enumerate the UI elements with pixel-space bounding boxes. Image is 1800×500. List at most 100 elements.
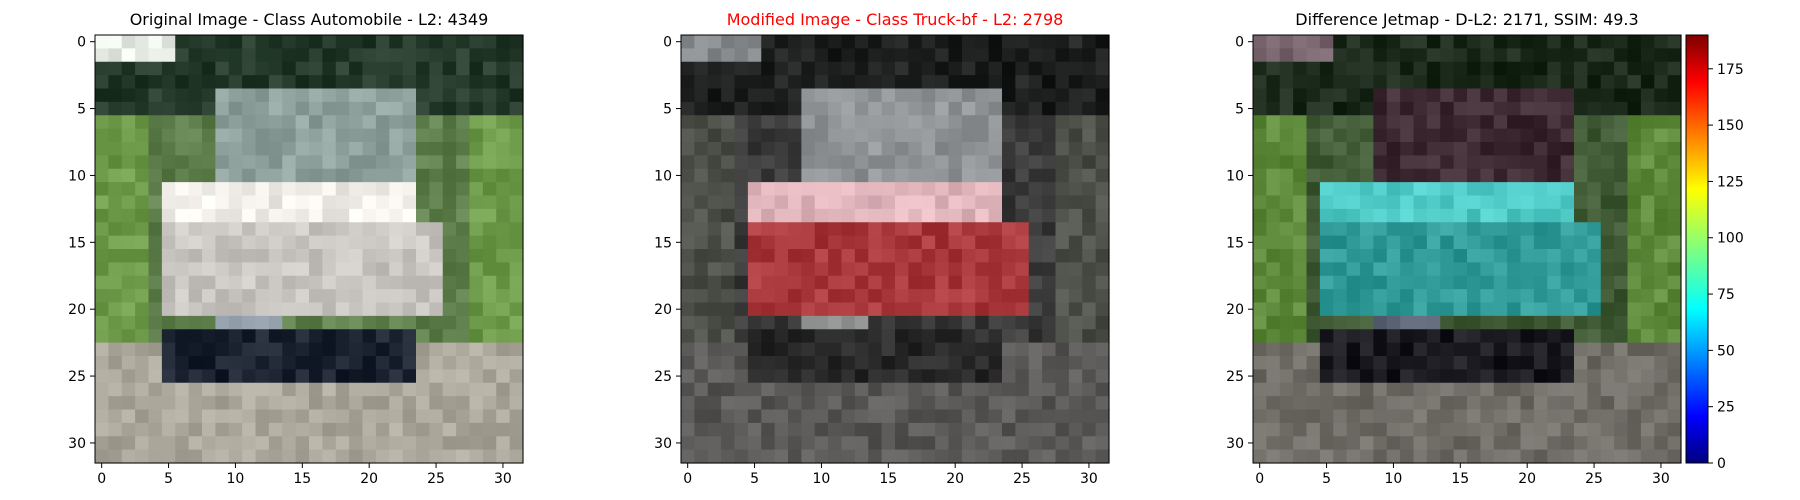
pixel xyxy=(188,356,203,370)
pixel xyxy=(442,128,457,143)
pixel xyxy=(734,101,749,116)
pixel xyxy=(948,449,963,464)
pixel xyxy=(135,342,150,357)
pixel xyxy=(935,249,950,263)
pixel xyxy=(215,289,230,304)
pixel xyxy=(95,369,109,384)
pixel xyxy=(295,142,310,156)
pixel xyxy=(895,48,909,63)
colorbar-tick-label: 100 xyxy=(1717,231,1744,247)
pixel xyxy=(1667,155,1682,170)
pixel xyxy=(961,315,976,330)
pixel xyxy=(255,369,270,384)
pixel xyxy=(309,155,323,170)
pixel xyxy=(442,155,457,170)
pixel xyxy=(1453,396,1468,411)
pixel xyxy=(362,422,377,437)
colorbar-tick-label: 50 xyxy=(1717,343,1735,359)
pixel xyxy=(1042,128,1057,143)
pixel xyxy=(1319,275,1334,290)
pixel xyxy=(774,449,789,464)
pixel xyxy=(841,382,856,397)
pixel xyxy=(881,222,896,237)
pixel xyxy=(1453,75,1468,90)
pixel xyxy=(1600,409,1615,424)
pixel xyxy=(1520,115,1535,130)
pixel xyxy=(721,422,736,437)
pixel xyxy=(228,275,243,290)
pixel xyxy=(1533,275,1548,290)
pixel xyxy=(268,396,283,411)
pixel xyxy=(1015,382,1030,397)
pixel xyxy=(1373,88,1388,103)
pixel xyxy=(1279,329,1294,344)
x-tick-label: 30 xyxy=(1652,471,1670,487)
pixel xyxy=(175,356,190,370)
pixel xyxy=(402,409,417,424)
pixel xyxy=(1560,115,1575,130)
pixel xyxy=(881,315,896,330)
pixel xyxy=(1042,356,1057,370)
pixel xyxy=(1533,342,1548,357)
pixel xyxy=(416,128,430,143)
pixel xyxy=(482,75,497,90)
pixel xyxy=(202,289,216,304)
pixel xyxy=(402,168,417,183)
pixel xyxy=(469,382,484,397)
pixel xyxy=(1319,182,1334,197)
x-tick-label: 25 xyxy=(1585,471,1603,487)
pixel xyxy=(814,422,829,437)
pixel xyxy=(694,356,709,370)
pixel xyxy=(935,48,950,63)
pixel xyxy=(1507,75,1522,90)
pixel xyxy=(1333,275,1348,290)
pixel xyxy=(935,396,950,411)
pixel xyxy=(1015,48,1030,63)
pixel xyxy=(988,396,1003,411)
pixel xyxy=(1600,449,1615,464)
pixel xyxy=(1386,356,1401,370)
pixel xyxy=(1640,329,1655,344)
pixel xyxy=(1042,35,1057,49)
pixel xyxy=(1293,249,1308,263)
pixel xyxy=(921,396,936,411)
pixel xyxy=(1574,75,1588,90)
pixel xyxy=(881,182,896,197)
pixel xyxy=(801,182,816,197)
pixel xyxy=(1600,182,1615,197)
pixel xyxy=(108,195,123,210)
pixel xyxy=(1493,315,1508,330)
pixel xyxy=(841,289,856,304)
pixel xyxy=(228,382,243,397)
pixel xyxy=(1306,289,1321,304)
pixel xyxy=(1453,155,1468,170)
pixel xyxy=(268,142,283,156)
pixel xyxy=(456,262,471,277)
pixel xyxy=(228,329,243,344)
pixel xyxy=(1333,369,1348,384)
pixel xyxy=(429,449,444,464)
pixel xyxy=(841,329,856,344)
pixel xyxy=(1467,436,1481,451)
pixel xyxy=(1279,436,1294,451)
pixel xyxy=(1426,422,1441,437)
pixel xyxy=(1574,382,1588,397)
pixel xyxy=(841,449,856,464)
pixel xyxy=(1346,342,1361,357)
pixel xyxy=(1467,155,1481,170)
pixel xyxy=(1279,262,1294,277)
pixel xyxy=(1587,195,1602,210)
pixel xyxy=(761,128,776,143)
pixel xyxy=(228,369,243,384)
y-tick-label: 0 xyxy=(1235,35,1244,51)
pixel xyxy=(881,208,896,223)
pixel xyxy=(1293,382,1308,397)
pixel xyxy=(202,302,216,317)
pixel xyxy=(1095,128,1110,143)
pixel xyxy=(1373,315,1388,330)
pixel xyxy=(1426,315,1441,330)
pixel xyxy=(801,155,816,170)
pixel xyxy=(1507,436,1522,451)
pixel xyxy=(416,48,430,63)
